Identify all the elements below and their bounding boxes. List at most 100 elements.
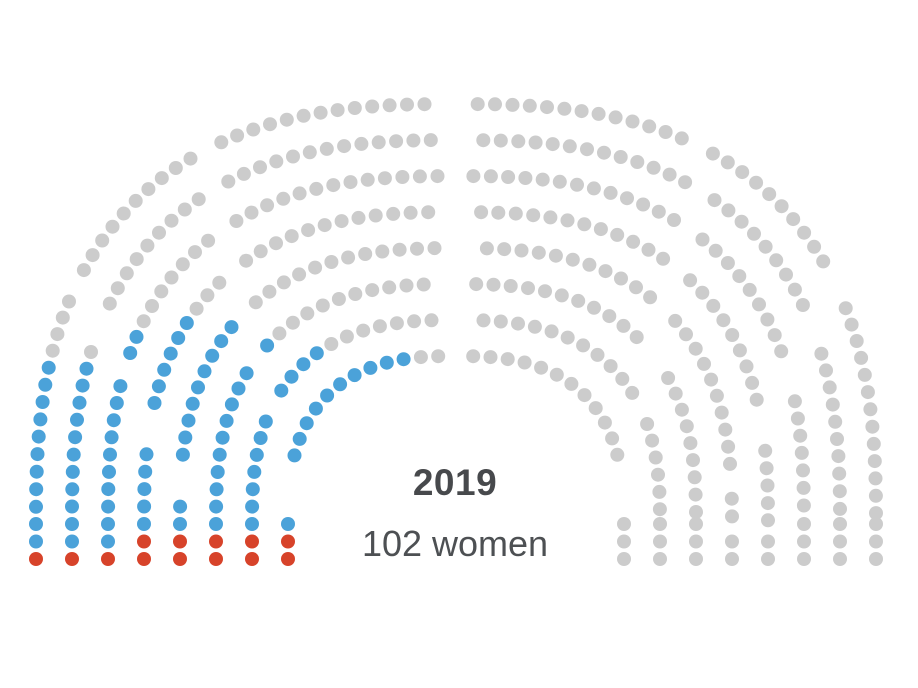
seat-dot (544, 324, 559, 339)
seat-dot (554, 288, 569, 303)
seat-dot (860, 385, 875, 400)
seat-dot (626, 234, 641, 249)
seat-dot (245, 482, 260, 497)
seat-dot (476, 313, 491, 328)
seat-dot (29, 517, 43, 531)
seat-dot (707, 193, 722, 208)
seat-dot (413, 350, 428, 365)
seat-dot (642, 119, 657, 134)
seat-dot (173, 552, 187, 566)
seat-dot (191, 380, 205, 395)
seat-dot (319, 141, 334, 156)
seat-dot (658, 125, 673, 139)
seat-dot (209, 499, 224, 514)
seat-dot (503, 279, 518, 293)
seat-dot (29, 499, 43, 514)
seat-dot (279, 112, 294, 127)
seat-dot (164, 213, 179, 228)
seat-dot (296, 357, 311, 372)
seat-dot (105, 219, 120, 234)
seat-dot (372, 319, 387, 334)
seat-dot (65, 552, 79, 566)
seat-dot (360, 172, 375, 187)
seat-dot (689, 552, 703, 566)
seat-dot (281, 534, 295, 549)
seat-dot (177, 202, 192, 217)
seat-dot (605, 431, 620, 446)
seat-dot (779, 267, 793, 282)
seat-dot (292, 431, 307, 446)
seat-dot (661, 371, 676, 385)
seat-dot (62, 294, 76, 309)
seat-dot (688, 341, 703, 356)
seat-dot (421, 205, 436, 220)
seat-dot (695, 232, 710, 247)
seat-dot (309, 346, 324, 361)
seat-dot (262, 284, 277, 299)
seat-dot (747, 226, 761, 241)
seat-dot (479, 241, 494, 256)
seat-dot (679, 419, 694, 434)
seat-dot (209, 482, 224, 497)
seat-dot (577, 217, 592, 232)
seat-dot (276, 191, 291, 206)
seat-dot (723, 456, 737, 471)
year-label: 2019 (412, 462, 498, 503)
seat-dot (646, 160, 661, 175)
seat-dot (531, 245, 546, 260)
seat-dot (483, 169, 498, 184)
seat-dot (603, 185, 618, 200)
seat-dot (197, 364, 212, 379)
seat-dot (395, 170, 410, 184)
seat-dot (68, 430, 83, 445)
seat-dot (38, 377, 53, 392)
seat-dot (720, 256, 735, 270)
seat-dot (173, 517, 187, 531)
seat-dot (274, 383, 289, 398)
seat-dot (749, 175, 764, 190)
seat-dot (209, 517, 223, 531)
seat-dot (116, 206, 131, 221)
seat-dot (399, 278, 414, 293)
seat-dot (540, 100, 554, 115)
seat-dot (29, 464, 44, 479)
seat-dot (667, 213, 681, 227)
seat-dot (382, 280, 397, 295)
seat-dot (101, 552, 115, 566)
seat-dot (591, 106, 606, 121)
seat-dot (137, 534, 151, 549)
seat-dot (617, 552, 631, 566)
seat-dot (214, 334, 229, 349)
seat-dot (651, 204, 666, 219)
seat-dot (281, 552, 295, 566)
seat-dot (794, 445, 809, 460)
seat-dot (493, 314, 508, 329)
seat-dot (224, 397, 239, 412)
seat-dot (486, 277, 501, 292)
seat-dot (410, 241, 424, 256)
seat-dot (833, 501, 847, 516)
seat-dot (284, 369, 299, 384)
seat-dot (308, 260, 323, 275)
seat-dot (300, 306, 315, 321)
seat-dot (574, 104, 589, 119)
seat-dot (140, 238, 155, 253)
seat-dot (652, 484, 667, 499)
seat-dot (296, 108, 311, 123)
seat-dot (697, 356, 711, 371)
seat-dot (231, 381, 246, 396)
seat-dot (714, 405, 729, 420)
seat-dot (379, 355, 394, 370)
seat-dot (807, 239, 822, 254)
seat-dot (137, 517, 151, 531)
seat-dot (358, 247, 373, 261)
seat-dot (466, 169, 481, 184)
seat-dot (70, 412, 84, 427)
seat-dot (212, 275, 227, 290)
seat-dot (248, 295, 263, 310)
seat-dot (221, 174, 236, 189)
seat-dot (652, 502, 667, 517)
seat-dot (761, 513, 775, 528)
seat-dot (476, 133, 491, 148)
seat-dot (752, 297, 766, 312)
